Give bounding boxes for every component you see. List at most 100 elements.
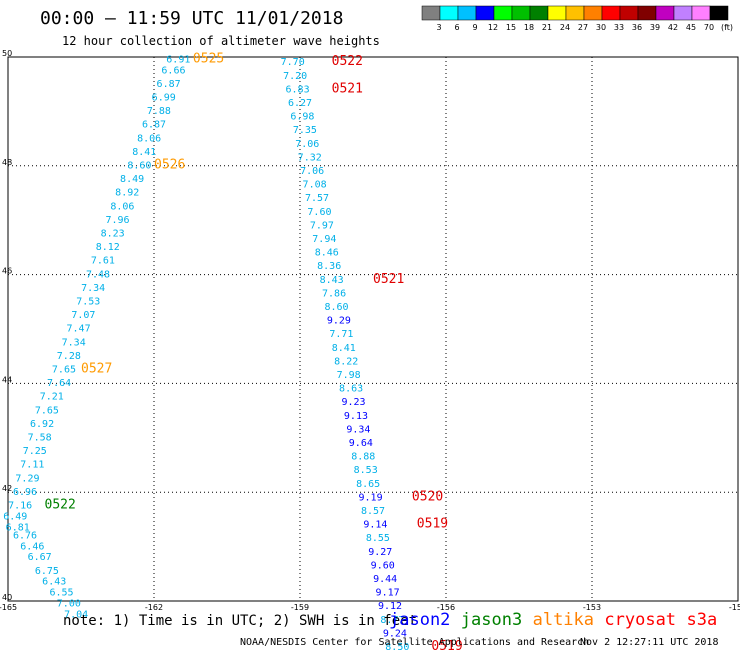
- colorbar-label: 18: [524, 23, 534, 32]
- footer-timestamp: Nov 2 12:27:11 UTC 2018: [580, 637, 718, 648]
- swh-value: 7.28: [57, 351, 81, 362]
- swh-value: 9.34: [346, 424, 370, 435]
- swh-value: 6.46: [20, 541, 44, 552]
- swh-value: 7.06: [300, 166, 324, 177]
- swh-value: 7.58: [28, 433, 52, 444]
- data-points: 6.916.66 6.87 6.99 7.88 6.87 8.06 8.41 8.60 8.49…: [3, 54, 409, 650]
- colorbar-label: 24: [560, 23, 570, 32]
- colorbar-label: (ft): [721, 23, 733, 32]
- colorbar-label: 21: [542, 23, 552, 32]
- chart-title: 00:00 – 11:59 UTC 11/01/2018: [40, 8, 343, 29]
- swh-value: 6.66: [161, 65, 185, 76]
- swh-value: 7.48: [86, 269, 110, 280]
- colorbar-label: 15: [506, 23, 516, 32]
- swh-value: 7.35: [293, 125, 317, 136]
- pass-label: 0519: [431, 639, 462, 650]
- x-tick-label: -165: [0, 603, 17, 612]
- swh-value: 6.76: [13, 530, 37, 541]
- colorbar-swatch: [655, 5, 675, 21]
- swh-value: 7.70: [281, 57, 305, 68]
- swh-value: 6.96: [13, 487, 37, 498]
- y-tick-label: 50: [2, 49, 12, 58]
- swh-value: 9.44: [373, 574, 397, 585]
- swh-value: 8.50: [385, 642, 409, 650]
- swh-value: 7.97: [310, 220, 334, 231]
- colorbar-label: 33: [614, 23, 624, 32]
- swh-value: 9.60: [371, 560, 395, 571]
- swh-value: 7.96: [105, 215, 129, 226]
- colorbar-label: 45: [686, 23, 696, 32]
- axis-ticks: -165 -162 -159 -156 -153 -150 40 42 44 46 48 50: [0, 49, 740, 612]
- y-tick-label: 46: [2, 267, 12, 276]
- swh-value: 8.23: [101, 229, 125, 240]
- swh-value: 9.24: [383, 628, 407, 639]
- swh-value: 8.55: [366, 533, 390, 544]
- swh-value: 8.57: [361, 506, 385, 517]
- pass-label: 0526: [154, 158, 185, 173]
- swh-value: 8.22: [334, 356, 358, 367]
- swh-value: 8.41: [332, 343, 356, 354]
- colorbar-swatch: [673, 5, 693, 21]
- swh-value: 8.60: [324, 302, 348, 313]
- swh-value: 8.06: [110, 201, 134, 212]
- pass-labels: 0525 0526 0527 0522 0522 0521 0521 0520 0519 0519: [45, 51, 463, 650]
- swh-value: 6.43: [42, 577, 66, 588]
- swh-value: 6.91: [166, 54, 190, 65]
- satellite-legend: jason2 jason3 altika cryosat s3a: [389, 610, 717, 630]
- swh-value: 8.92: [115, 188, 139, 199]
- swh-value: 6.87: [157, 79, 181, 90]
- swh-value: 7.71: [329, 329, 353, 340]
- chart-subtitle: 12 hour collection of altimeter wave hei…: [62, 34, 380, 48]
- colorbar-label: 36: [632, 23, 642, 32]
- swh-value: 6.27: [288, 98, 312, 109]
- swh-value: 7.53: [76, 297, 100, 308]
- colorbar-swatch: [457, 5, 477, 21]
- swh-value: 7.34: [81, 283, 105, 294]
- y-tick-label: 44: [2, 375, 12, 384]
- colorbar-swatch: [493, 5, 513, 21]
- swh-value: 6.49: [3, 511, 27, 522]
- swh-value: 7.08: [303, 180, 327, 191]
- colorbar-label: 27: [578, 23, 588, 32]
- swh-value: 6.92: [30, 419, 54, 430]
- legend-item: cryosat: [604, 610, 676, 630]
- colorbar-swatch: [529, 5, 549, 21]
- x-tick-label: -162: [145, 603, 163, 612]
- colorbar-label: 42: [668, 23, 678, 32]
- swh-value: 7.64: [47, 378, 71, 389]
- swh-value: 6.87: [142, 120, 166, 131]
- colorbar-label: 70: [704, 23, 714, 32]
- legend-note: note: 1) Time is in UTC; 2) SWH is in fe…: [63, 613, 417, 629]
- swh-value: 9.12: [378, 601, 402, 612]
- swh-value: 6.75: [35, 566, 59, 577]
- pass-label: 0521: [373, 272, 404, 287]
- swh-value: 7.88: [147, 106, 171, 117]
- swh-value: 7.20: [283, 71, 307, 82]
- swh-value: 8.46: [315, 248, 339, 259]
- swh-value: 7.00: [57, 598, 81, 609]
- swh-value: 7.11: [20, 460, 44, 471]
- swh-value: 9.27: [368, 547, 392, 558]
- swh-value: 6.55: [49, 588, 73, 599]
- pass-label: 0519: [417, 517, 448, 532]
- pass-label: 0520: [412, 489, 443, 504]
- swh-value: 7.32: [298, 152, 322, 163]
- pass-label: 0525: [193, 51, 224, 66]
- swh-value: 8.77: [380, 615, 404, 626]
- swh-value: 8.63: [339, 384, 363, 395]
- colorbar-label: 39: [650, 23, 660, 32]
- x-tick-label: -150: [729, 603, 740, 612]
- pass-label: 0521: [332, 81, 363, 96]
- colorbar-swatch: [601, 5, 621, 21]
- swh-value: 8.88: [351, 452, 375, 463]
- swh-value: 6.99: [152, 93, 176, 104]
- colorbar-swatch: [475, 5, 495, 21]
- swh-value: 9.23: [341, 397, 365, 408]
- y-tick-label: 48: [2, 158, 12, 167]
- swh-value: 8.49: [120, 174, 144, 185]
- swh-value: 6.98: [290, 112, 314, 123]
- footer-credit: NOAA/NESDIS Center for Satellite Applica…: [240, 637, 589, 648]
- swh-value: 7.07: [71, 310, 95, 321]
- x-tick-label: -159: [291, 603, 309, 612]
